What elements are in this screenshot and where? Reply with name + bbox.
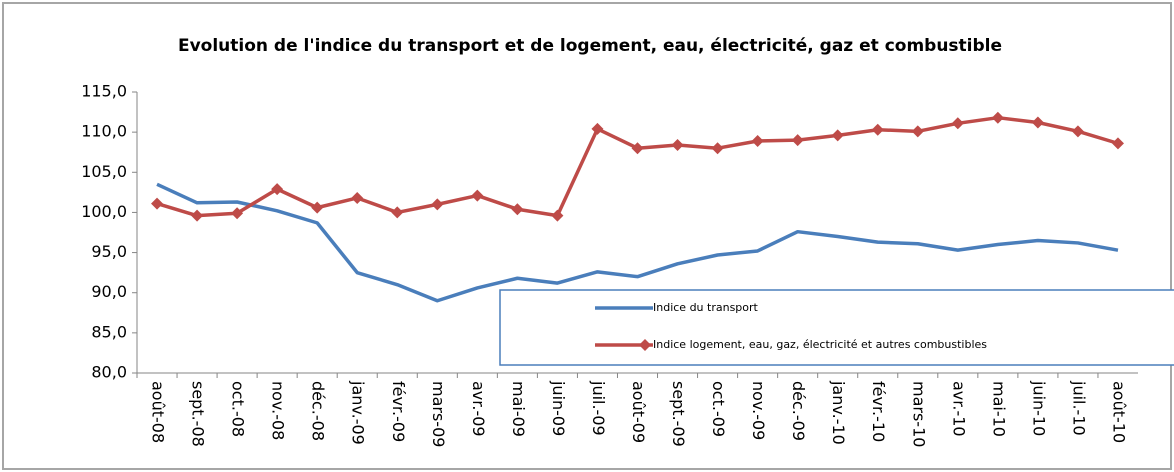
- y-tick-label: 110,0: [81, 122, 127, 141]
- x-tick-label: déc.-09: [789, 381, 808, 441]
- x-tick-label: oct.-08: [229, 381, 248, 437]
- legend-label: Indice logement, eau, gaz, électricité e…: [653, 338, 987, 351]
- marker: [711, 142, 724, 155]
- marker: [911, 125, 924, 138]
- legend-marker: [639, 339, 651, 351]
- marker: [391, 206, 404, 219]
- marker: [151, 197, 164, 210]
- x-tick-label: nov.-09: [749, 381, 768, 440]
- x-tick-label: juin-10: [1029, 380, 1048, 436]
- marker: [671, 138, 684, 151]
- x-tick-label: sept.-08: [189, 381, 208, 447]
- y-tick-label: 85,0: [91, 322, 127, 341]
- y-tick-label: 115,0: [81, 82, 127, 101]
- legend-label: Indice du transport: [653, 301, 759, 314]
- marker: [191, 209, 204, 222]
- marker: [351, 191, 364, 204]
- marker: [231, 207, 244, 220]
- marker: [831, 129, 844, 142]
- x-tick-label: mai-10: [989, 381, 1008, 437]
- marker: [871, 123, 884, 136]
- x-tick-label: avr.-10: [949, 381, 968, 437]
- marker: [631, 142, 644, 155]
- marker: [311, 201, 324, 214]
- x-tick-label: févr.-09: [389, 381, 408, 442]
- x-tick-label: août-08: [149, 381, 168, 443]
- marker: [1111, 137, 1124, 150]
- y-tick-label: 100,0: [81, 202, 127, 221]
- y-tick-label: 95,0: [91, 242, 127, 261]
- x-tick-label: déc.-08: [309, 381, 328, 441]
- y-tick-label: 105,0: [81, 162, 127, 181]
- x-tick-label: août-10: [1109, 381, 1128, 443]
- x-tick-label: mars-09: [429, 381, 448, 447]
- x-tick-label: juin-09: [549, 380, 568, 436]
- x-tick-label: avr.-09: [469, 381, 488, 437]
- x-tick-label: juil.-09: [589, 380, 608, 436]
- y-tick-label: 80,0: [91, 363, 127, 382]
- marker: [951, 117, 964, 130]
- marker: [1031, 116, 1044, 129]
- x-tick-label: janv.-10: [829, 380, 848, 445]
- x-tick-label: sept.-09: [669, 381, 688, 447]
- x-tick-label: nov.-08: [269, 381, 288, 440]
- series-line: [156, 182, 1119, 303]
- chart-title: Evolution de l'indice du transport et de…: [177, 36, 1003, 56]
- marker: [471, 189, 484, 202]
- marker: [271, 183, 284, 196]
- y-tick-label: 90,0: [91, 282, 127, 301]
- marker: [991, 111, 1004, 124]
- marker: [591, 122, 604, 135]
- marker: [751, 134, 764, 147]
- marker: [511, 203, 524, 216]
- marker: [431, 198, 444, 211]
- marker: [791, 134, 804, 147]
- x-tick-label: août-09: [629, 381, 648, 443]
- marker: [551, 209, 564, 222]
- x-tick-label: juil.-10: [1069, 380, 1088, 436]
- x-tick-label: janv.-09: [349, 380, 368, 445]
- x-tick-label: mars-10: [909, 381, 928, 447]
- x-tick-label: mai-09: [509, 381, 528, 437]
- legend-box: [499, 289, 1174, 366]
- x-tick-label: oct.-09: [709, 381, 728, 437]
- x-tick-label: févr.-10: [869, 381, 888, 442]
- marker: [1071, 125, 1084, 138]
